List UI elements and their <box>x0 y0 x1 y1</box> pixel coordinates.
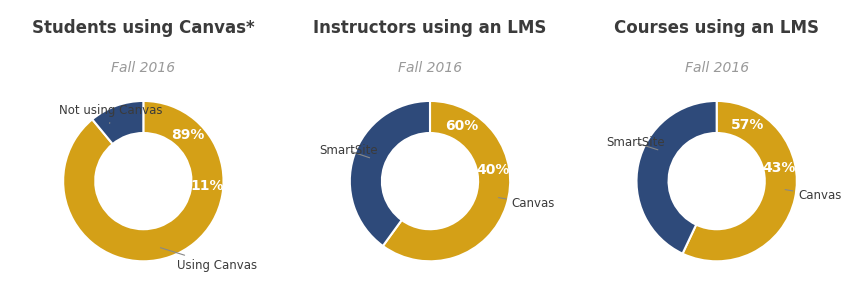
Text: Fall 2016: Fall 2016 <box>685 61 749 75</box>
Wedge shape <box>350 101 430 246</box>
Text: Students using Canvas*: Students using Canvas* <box>32 19 255 37</box>
Text: 43%: 43% <box>763 161 796 175</box>
Text: SmartSite: SmartSite <box>606 136 665 150</box>
Wedge shape <box>636 101 716 254</box>
Wedge shape <box>63 101 224 261</box>
Wedge shape <box>383 101 510 261</box>
Text: 40%: 40% <box>476 163 510 177</box>
Text: Canvas: Canvas <box>499 197 556 210</box>
Wedge shape <box>683 101 797 261</box>
Text: Instructors using an LMS: Instructors using an LMS <box>313 19 547 37</box>
Text: Using Canvas: Using Canvas <box>161 248 257 272</box>
Text: Fall 2016: Fall 2016 <box>398 61 462 75</box>
Text: Fall 2016: Fall 2016 <box>111 61 175 75</box>
Text: SmartSite: SmartSite <box>319 144 378 158</box>
Text: Not using Canvas: Not using Canvas <box>59 104 163 123</box>
Text: 89%: 89% <box>172 128 205 142</box>
Text: 60%: 60% <box>445 119 479 132</box>
Text: Courses using an LMS: Courses using an LMS <box>614 19 820 37</box>
Text: Canvas: Canvas <box>785 189 842 202</box>
Text: 11%: 11% <box>191 179 224 193</box>
Wedge shape <box>92 101 144 144</box>
Text: 57%: 57% <box>731 118 764 132</box>
